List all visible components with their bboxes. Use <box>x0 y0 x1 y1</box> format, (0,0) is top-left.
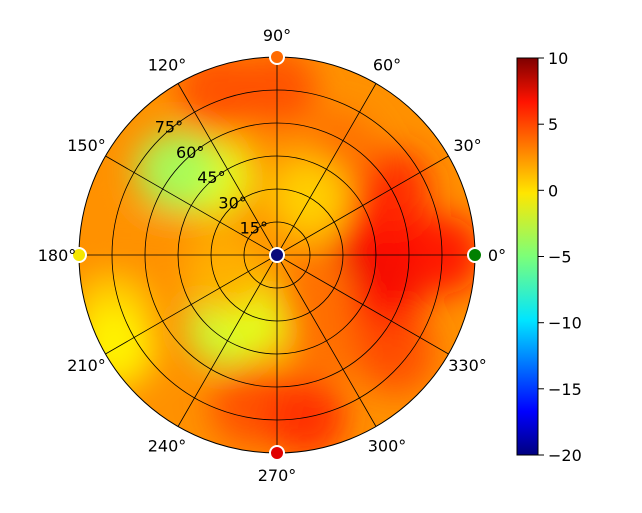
angle-tick-label-90: 90° <box>263 26 291 45</box>
marker-layer <box>71 49 483 461</box>
colorbar-tick-label-2: 0 <box>548 181 558 200</box>
marker-2 <box>71 247 87 263</box>
marker-3 <box>269 445 285 461</box>
radial-tick-label-45: 45° <box>197 168 225 187</box>
angular-gridline-150 <box>105 155 278 256</box>
radial-tick-labels: 15° 30° 45° 60° 75° <box>155 118 268 238</box>
angle-tick-label-270: 270° <box>258 466 297 485</box>
angular-gridline-30 <box>276 155 449 256</box>
angle-tick-label-60: 60° <box>373 56 401 75</box>
colorbar: 10 5 0 −5 −10 −15 −20 <box>516 49 582 465</box>
angle-tick-label-210: 210° <box>67 356 106 375</box>
angle-tick-label-30: 30° <box>453 136 481 155</box>
angle-tick-labels: 0° 30° 60° 90° 120° 150° 180° 210° 240° 270° 300° 3… <box>38 26 506 485</box>
angle-tick-label-330: 330° <box>448 356 487 375</box>
angle-tick-label-0: 0° <box>488 246 506 265</box>
radial-tick-label-60: 60° <box>176 143 204 162</box>
heat-sample-24 <box>275 253 356 334</box>
heat-sample-23 <box>185 233 266 314</box>
radial-tick-label-15: 15° <box>240 219 268 238</box>
colorbar-ticks: 10 5 0 −5 −10 −15 −20 <box>538 49 582 465</box>
angular-gridline-60 <box>276 83 377 256</box>
angular-gridline-330 <box>276 254 449 355</box>
colorbar-tick-label-5: −15 <box>548 380 582 399</box>
marker-1 <box>269 49 285 65</box>
marker-0 <box>467 247 483 263</box>
angular-gridline-120 <box>177 83 278 256</box>
heat-sample-21 <box>355 314 435 394</box>
marker-4 <box>269 247 285 263</box>
colorbar-tick-label-4: −10 <box>548 314 582 333</box>
radial-tick-label-30: 30° <box>218 193 246 212</box>
angle-tick-label-180: 180° <box>38 246 77 265</box>
colorbar-tick-label-3: −5 <box>548 248 572 267</box>
colorbar-tick-label-1: 5 <box>548 115 558 134</box>
angle-tick-label-150: 150° <box>67 136 106 155</box>
angular-gridline-240 <box>177 254 278 427</box>
radial-tick-label-75: 75° <box>155 118 183 137</box>
colorbar-gradient <box>516 57 539 456</box>
heatmap-field <box>79 57 475 453</box>
angle-tick-label-120: 120° <box>148 56 187 75</box>
angular-gridline-210 <box>105 254 278 355</box>
heat-sample-9 <box>176 57 257 130</box>
angle-tick-label-300: 300° <box>368 437 407 456</box>
angular-gridline-300 <box>276 254 377 427</box>
colorbar-tick-label-6: −20 <box>548 446 582 465</box>
colorbar-tick-label-0: 10 <box>548 49 568 68</box>
angle-tick-label-240: 240° <box>148 437 187 456</box>
